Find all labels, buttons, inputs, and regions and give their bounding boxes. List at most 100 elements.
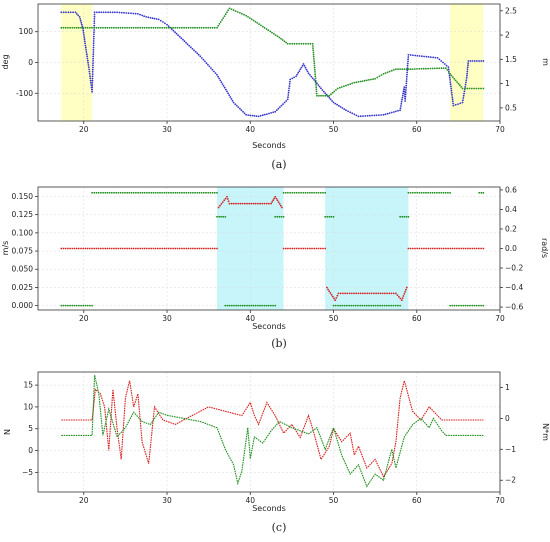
panel-a-ytick-right-label: 1.5 bbox=[505, 55, 517, 64]
panel-a-series-0-point bbox=[228, 94, 231, 96]
panel-a-series-0-point bbox=[79, 18, 82, 20]
panel-b-series-0-point bbox=[124, 191, 126, 194]
panel-a-series-0-point bbox=[438, 58, 441, 61]
panel-a-series-1-point bbox=[139, 26, 142, 29]
panel-a-series-1-point bbox=[75, 26, 78, 29]
panel-a-series-0-point bbox=[216, 73, 218, 76]
panel-a-series-0-point bbox=[317, 84, 320, 86]
panel-b-ytick-left-label: 0.150 bbox=[12, 192, 34, 201]
panel-b-series-0-point bbox=[239, 304, 242, 307]
panel-a-series-1-point bbox=[261, 25, 264, 28]
panel-a-series-0-point bbox=[245, 113, 248, 116]
panel-b-series-1-point bbox=[400, 299, 403, 302]
panel-b-series-1-point bbox=[143, 247, 146, 250]
panel-b-series-0-point bbox=[194, 191, 197, 194]
panel-b-series-1-point bbox=[113, 247, 115, 250]
panel-b-series-0-point bbox=[345, 304, 348, 307]
panel-a-series-0-point bbox=[189, 46, 192, 49]
panel-b-series-1-point bbox=[381, 292, 384, 295]
panel-a-series-1-point bbox=[278, 36, 281, 39]
panel-a-series-0-point bbox=[92, 66, 94, 69]
panel-b-series-0-point bbox=[309, 191, 311, 194]
panel-b-series-1-point bbox=[384, 292, 386, 295]
panel-b-series-1-point bbox=[165, 247, 168, 250]
panel-b-series-0-point bbox=[475, 304, 478, 307]
panel-b-series-1-point bbox=[451, 247, 454, 250]
panel-a-series-1-point bbox=[313, 62, 316, 65]
panel-a-series-0-point bbox=[83, 36, 86, 38]
panel-a-series-0-point bbox=[463, 90, 466, 93]
panel-b-series-0-point bbox=[401, 215, 404, 218]
panel-b-series-1-point bbox=[467, 247, 469, 250]
panel-b-series-1-point bbox=[104, 247, 107, 250]
panel-b-series-0-point bbox=[341, 304, 344, 307]
panel-a-caption: (a) bbox=[271, 158, 286, 171]
panel-a-series-0-point bbox=[78, 16, 81, 18]
panel-b-series-0-point bbox=[394, 304, 397, 307]
panel-b-series-1-point bbox=[279, 204, 282, 207]
panel-b-series-0-point bbox=[165, 191, 168, 194]
panel-a-series-0-point bbox=[91, 77, 94, 80]
panel-a-series-0-point bbox=[155, 18, 158, 20]
panel-a-series-1-point bbox=[267, 29, 270, 32]
panel-a-series-1-point bbox=[331, 91, 334, 94]
panel-a-series-1-point bbox=[102, 26, 104, 29]
panel-a-series-1-point bbox=[254, 20, 257, 23]
panel-a-series-1-point bbox=[298, 42, 300, 45]
panel-a-series-0-point bbox=[93, 15, 96, 18]
panel-a-series-0-point bbox=[202, 58, 205, 61]
panel-b-series-1-point bbox=[226, 198, 229, 200]
panel-b-series-1-point bbox=[284, 247, 287, 250]
panel-a-series-0-point bbox=[427, 56, 430, 58]
panel-a-series-0-point bbox=[60, 11, 63, 14]
panel-a-ytick-right-label: 0.5 bbox=[505, 103, 517, 112]
panel-a-series-0-point bbox=[207, 63, 209, 66]
panel-a-series-0-point bbox=[87, 64, 90, 66]
panel-a-series-0-point bbox=[80, 23, 83, 26]
panel-a-yticks-right: 2.5 2 1.5 1 0.5 bbox=[500, 6, 517, 112]
panel-a-series-0-point bbox=[366, 114, 369, 117]
panel-b-series-1-point bbox=[69, 247, 71, 250]
panel-b-series-0-point bbox=[69, 304, 71, 307]
panel-a-series-0-point bbox=[447, 66, 450, 68]
panel-b-series-0-point bbox=[370, 304, 373, 307]
panel-b-series-1-point bbox=[442, 247, 445, 250]
panel-a-series-0-point bbox=[341, 107, 344, 109]
panel-a-series-0-point bbox=[293, 76, 295, 79]
panel-a-series-1-point bbox=[401, 68, 404, 70]
panel-b-series-0-point bbox=[280, 215, 283, 218]
panel-b-series-0-point bbox=[174, 191, 177, 194]
panel-a-series-0-point bbox=[185, 41, 188, 44]
panel-b-series-1-point bbox=[449, 247, 452, 250]
panel-b-series-1-point bbox=[213, 247, 216, 250]
panel-b-series-0-point bbox=[462, 304, 465, 307]
panel-c-series-0-line-0 bbox=[61, 380, 484, 478]
panel-a-series-0-point bbox=[466, 68, 469, 71]
panel-b-series-1-point bbox=[86, 247, 89, 250]
panel-a-series-0-point bbox=[403, 88, 406, 91]
panel-a-series-0-point bbox=[149, 16, 152, 19]
panel-a-series-0-point bbox=[92, 44, 95, 47]
panel-a-series-1-point bbox=[446, 69, 449, 71]
panel-c-yticks-left: 15 10 5 0 −5 bbox=[22, 381, 38, 477]
panel-b-series-0-point bbox=[317, 191, 320, 194]
panel-b-series-0-point bbox=[414, 191, 416, 194]
panel-b-series-0-point bbox=[176, 191, 179, 194]
panel-a-series-1-point bbox=[135, 26, 137, 29]
panel-a-series-1-point bbox=[407, 68, 410, 70]
panel-b-series-0-point bbox=[293, 191, 296, 194]
panel-a-series-0-point bbox=[65, 11, 67, 14]
panel-b-series-1-point bbox=[261, 202, 264, 205]
panel-b-series-0-point bbox=[224, 215, 227, 218]
panel-b-xtick-label: 50 bbox=[329, 314, 339, 323]
panel-a-series-0-point bbox=[451, 98, 454, 101]
panel-a-series-0-point bbox=[225, 88, 227, 91]
panel-b-series-0-point bbox=[216, 215, 218, 218]
panel-b-series-0-point bbox=[278, 215, 281, 218]
panel-c-series bbox=[61, 374, 484, 488]
panel-a-series-1-point bbox=[300, 42, 303, 45]
panel-b-series-0-point bbox=[246, 304, 248, 307]
panel-b-series-0-point bbox=[447, 191, 449, 194]
panel-a-series-0-point bbox=[92, 51, 95, 53]
panel-a-series-0-point bbox=[107, 11, 109, 14]
